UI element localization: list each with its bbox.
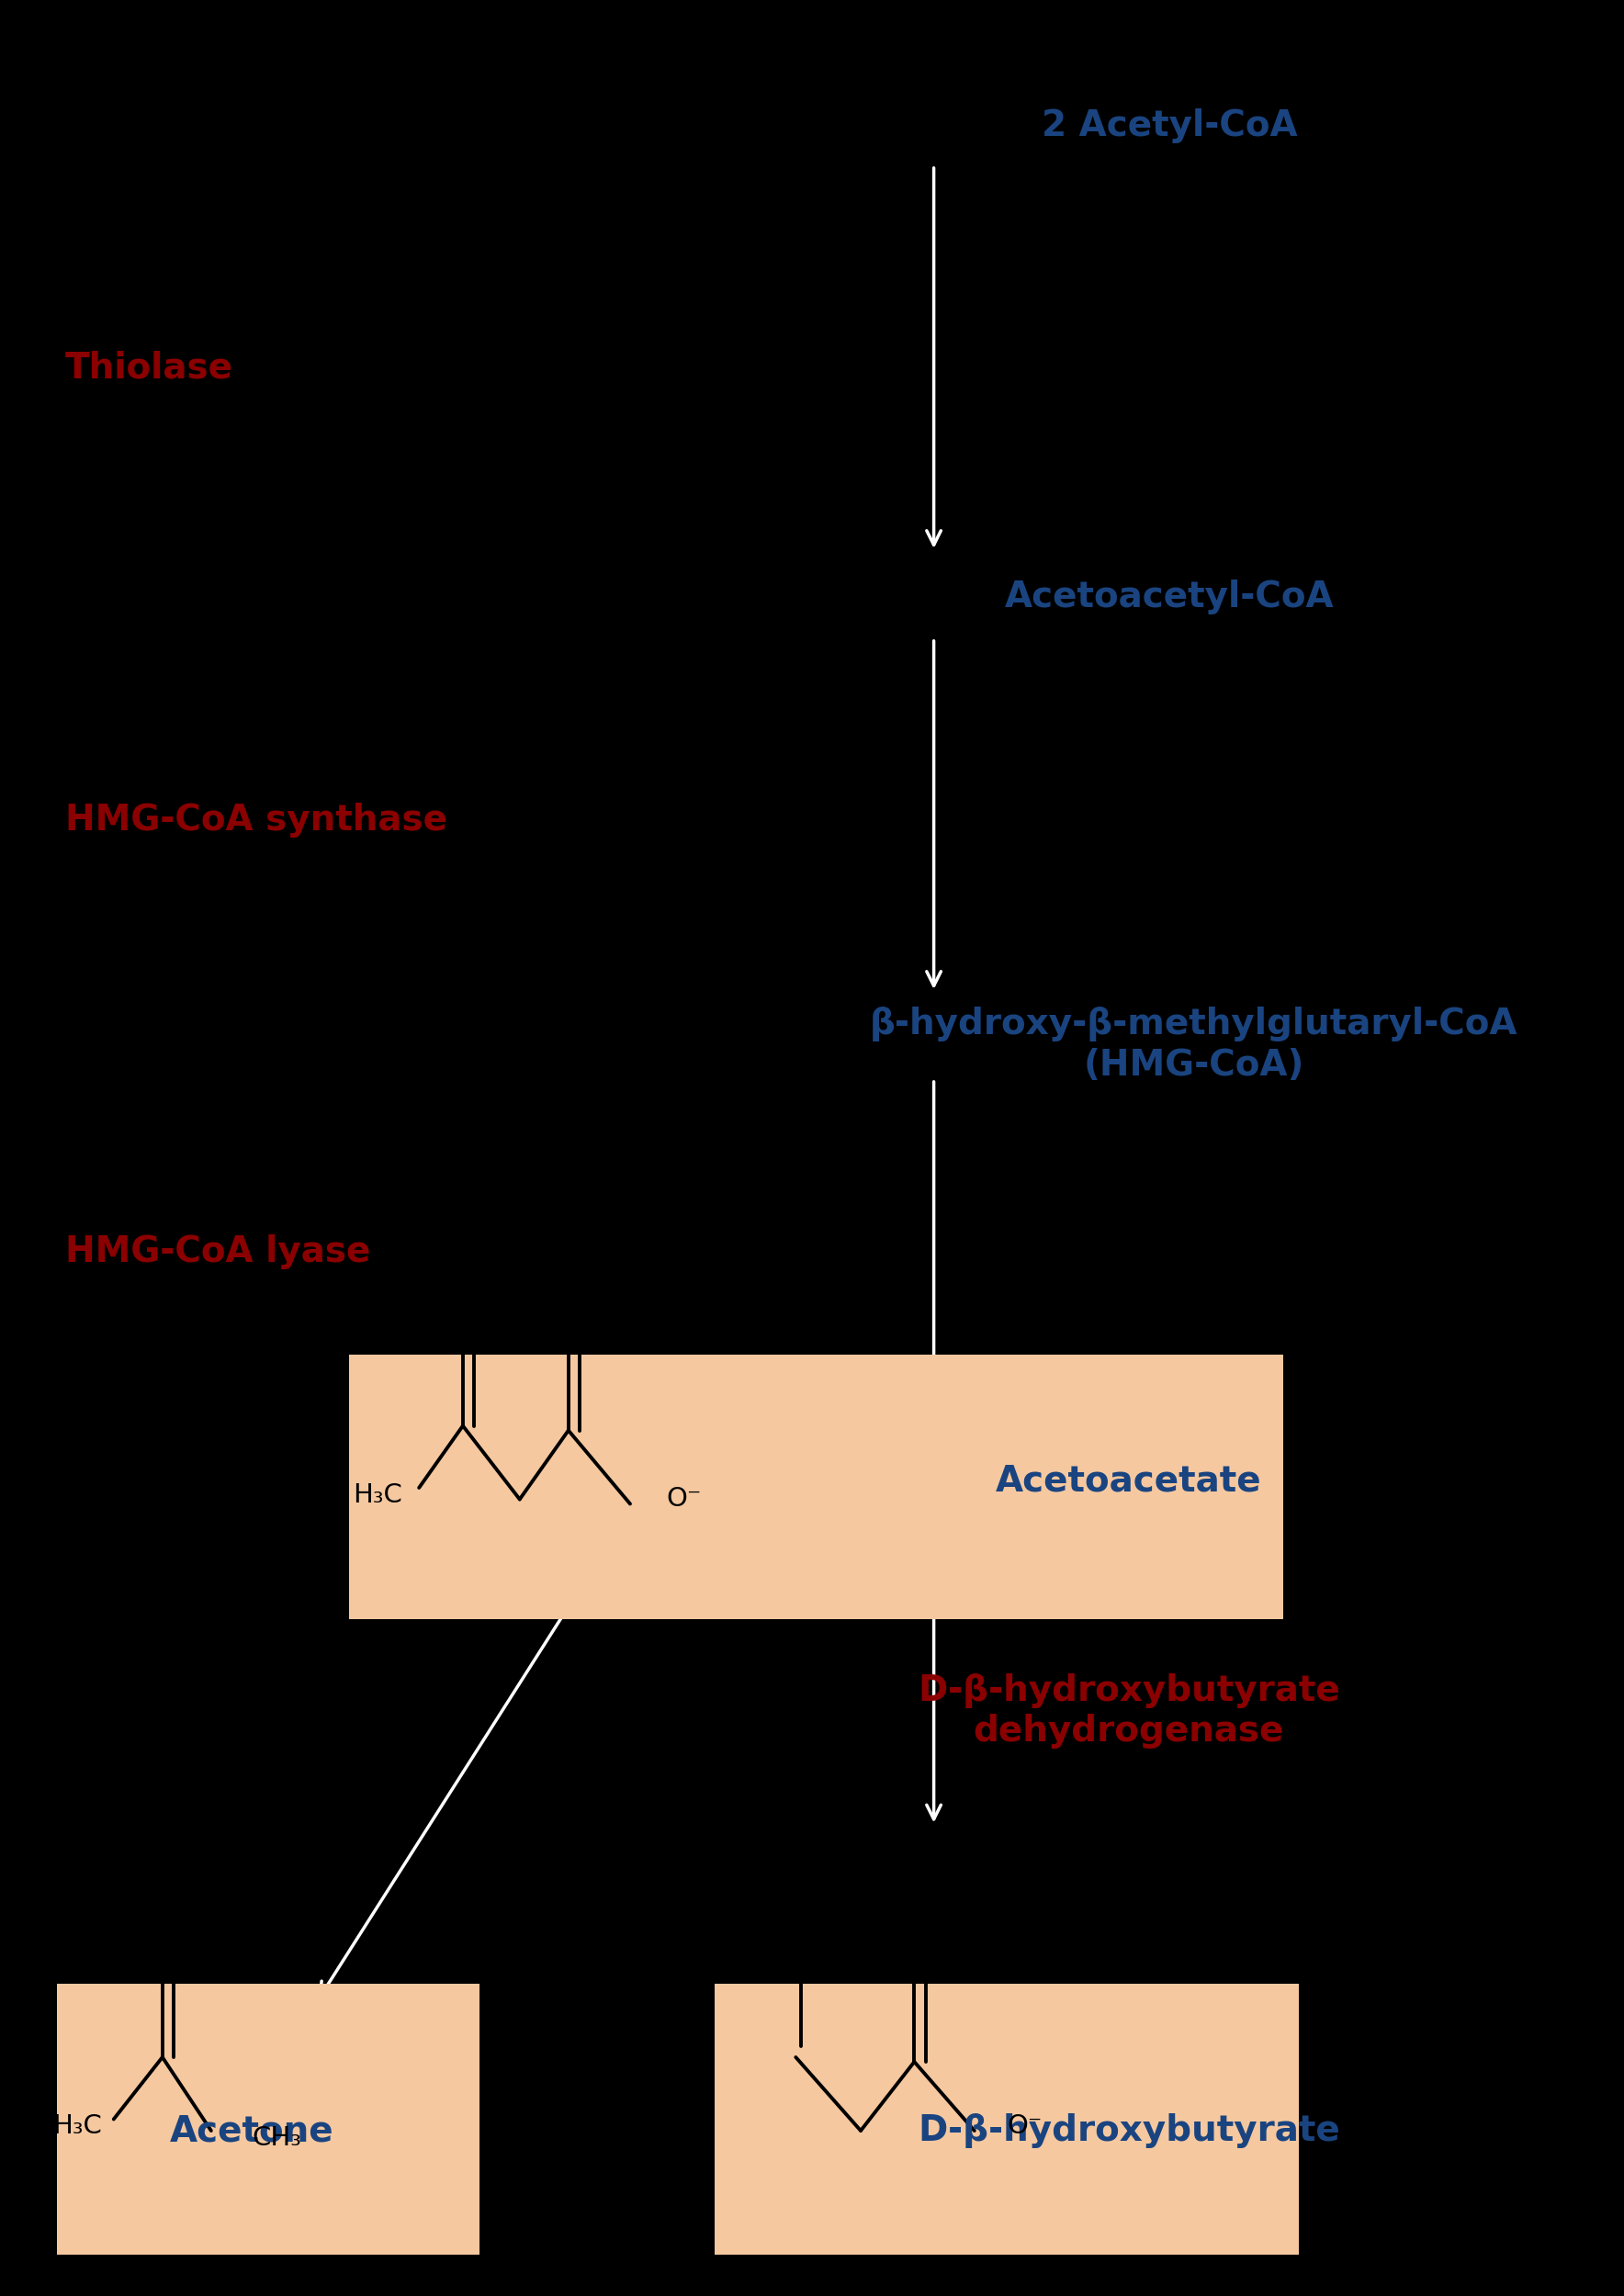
Text: HMG-CoA lyase: HMG-CoA lyase [65, 1233, 370, 1270]
Text: D-β-hydroxybutyrate: D-β-hydroxybutyrate [918, 2112, 1340, 2149]
Text: O: O [564, 1274, 583, 1300]
Bar [57, 1984, 479, 2255]
Text: O⁻: O⁻ [1007, 2112, 1043, 2140]
Text: Acetoacetate: Acetoacetate [996, 1463, 1262, 1499]
Text: Acetoacetyl-CoA: Acetoacetyl-CoA [1005, 579, 1333, 615]
Text: O: O [458, 1270, 477, 1295]
Text: β-hydroxy-β-methylglutaryl-CoA
(HMG-CoA): β-hydroxy-β-methylglutaryl-CoA (HMG-CoA) [869, 1008, 1518, 1081]
Text: H₃C: H₃C [354, 1481, 403, 1508]
Text: OH: OH [780, 1913, 822, 1938]
Bar [349, 1355, 1283, 1619]
Text: Thiolase: Thiolase [65, 349, 234, 386]
Text: Acetone: Acetone [169, 2112, 335, 2149]
Bar [715, 1984, 1299, 2255]
Text: CH₃: CH₃ [252, 2124, 300, 2151]
Text: HMG-CoA synthase: HMG-CoA synthase [65, 801, 447, 838]
Text: O: O [158, 1901, 177, 1926]
Text: O: O [909, 1906, 929, 1931]
Text: 2 Acetyl-CoA: 2 Acetyl-CoA [1041, 108, 1298, 145]
Text: O⁻: O⁻ [666, 1486, 702, 1513]
Text: H₃C: H₃C [54, 2112, 102, 2140]
Text: D-β-hydroxybutyrate
dehydrogenase: D-β-hydroxybutyrate dehydrogenase [918, 1674, 1340, 1747]
